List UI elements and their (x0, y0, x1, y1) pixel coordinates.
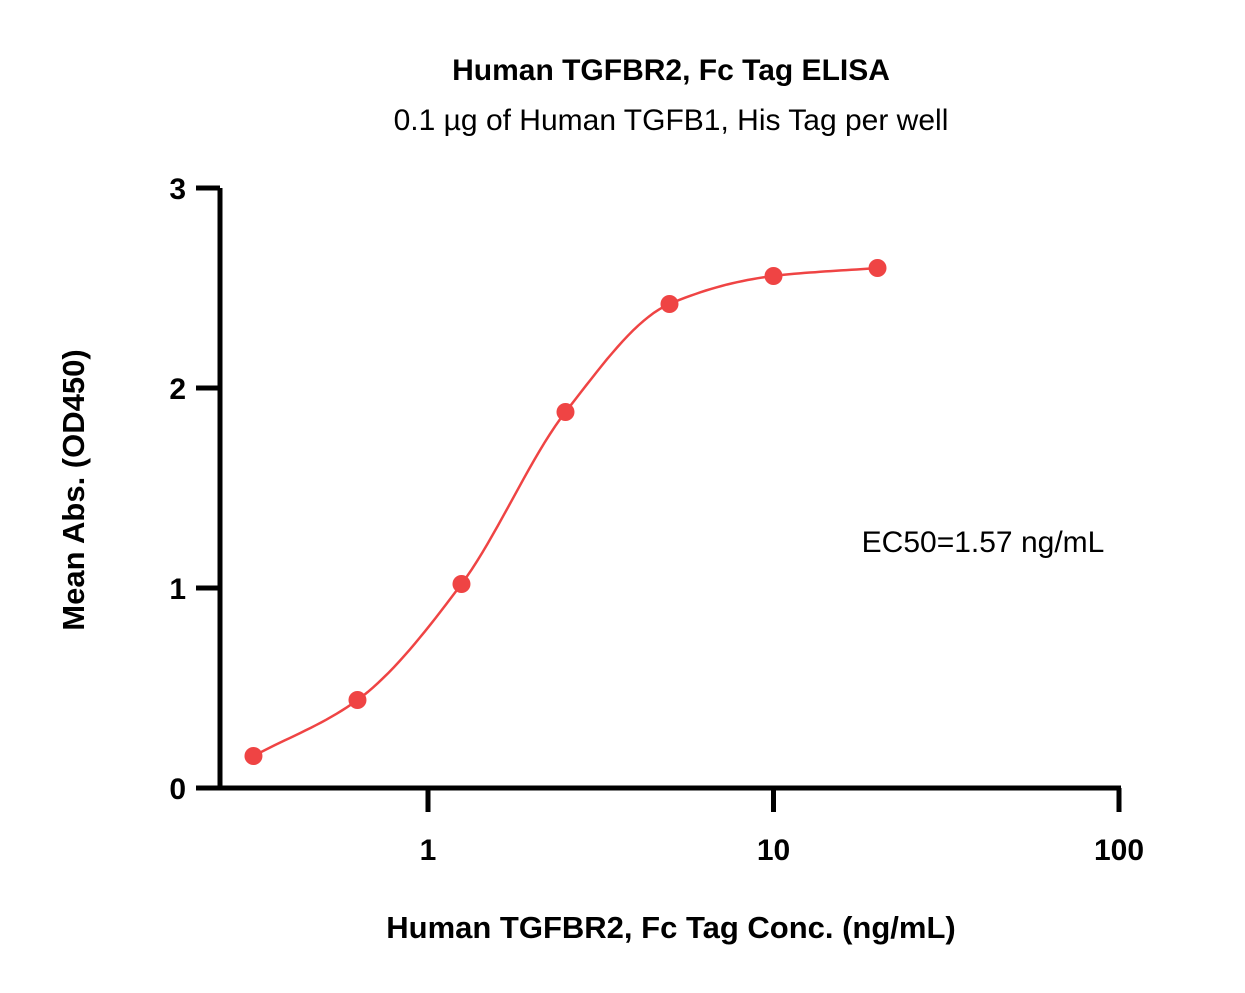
ec50-annotation: EC50=1.57 ng/mL (862, 526, 1105, 559)
y-tick-label: 2 (169, 373, 186, 406)
chart-subtitle: 0.1 µg of Human TGFB1, His Tag per well (394, 104, 949, 137)
data-point (660, 295, 679, 313)
data-point (348, 691, 367, 709)
x-tick-label: 10 (757, 834, 790, 867)
y-axis-title: Mean Abs. (OD450) (56, 349, 91, 630)
chart-title: Human TGFBR2, Fc Tag ELISA (452, 54, 890, 87)
y-tick-label: 1 (169, 573, 186, 606)
x-axis-title: Human TGFBR2, Fc Tag Conc. (ng/mL) (386, 910, 955, 945)
x-tick-label: 100 (1094, 834, 1144, 867)
data-point (556, 403, 575, 421)
data-points (244, 259, 887, 765)
y-tick-label: 3 (169, 173, 186, 206)
x-tick-label: 1 (420, 834, 437, 867)
fit-curve (252, 266, 878, 758)
data-point (764, 267, 783, 285)
data-point (868, 259, 887, 277)
data-point (452, 575, 471, 593)
axes (196, 188, 1121, 791)
data-point (244, 747, 263, 765)
y-tick-label: 0 (169, 773, 186, 806)
y-ticks: 0 1 2 3 (169, 173, 220, 806)
x-ticks: 1 10 100 (420, 788, 1144, 867)
